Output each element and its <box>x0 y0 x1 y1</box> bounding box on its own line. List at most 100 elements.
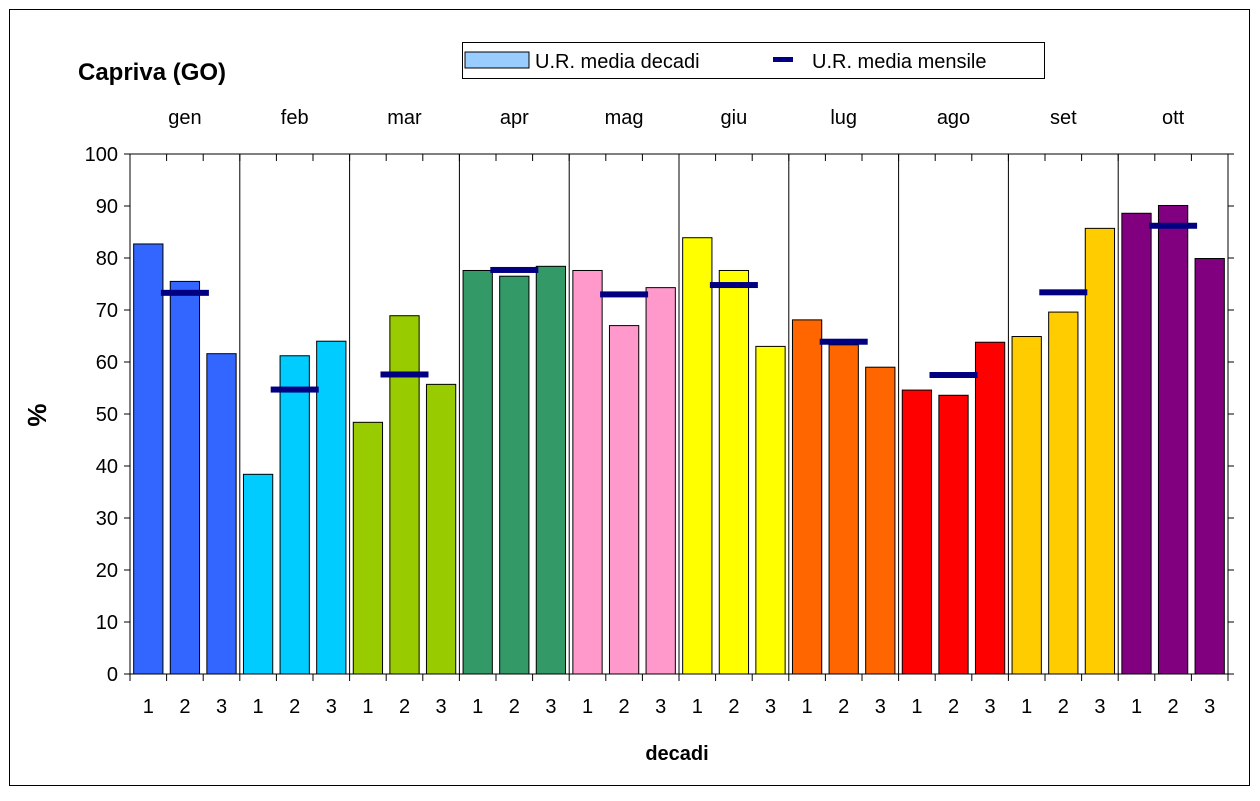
legend-box <box>462 42 1045 79</box>
decade-label: 3 <box>985 696 996 718</box>
x-axis-title: decadi <box>645 743 708 765</box>
decade-label: 1 <box>362 696 373 718</box>
month-label: lug <box>830 107 857 129</box>
decade-label: 1 <box>692 696 703 718</box>
decade-label: 2 <box>399 696 410 718</box>
bar <box>865 366 896 675</box>
bar <box>682 237 713 675</box>
month-label: apr <box>500 107 529 129</box>
bar <box>572 269 603 675</box>
decade-label: 3 <box>1204 696 1215 718</box>
y-tick-label: 40 <box>96 456 118 478</box>
mensile-marker <box>709 282 758 289</box>
decade-label: 3 <box>655 696 666 718</box>
month-label: mar <box>387 107 422 129</box>
decade-label: 2 <box>838 696 849 718</box>
decade-label: 2 <box>289 696 300 718</box>
y-tick-label: 70 <box>96 300 118 322</box>
y-tick-label: 0 <box>107 664 118 686</box>
month-label: mag <box>605 107 644 129</box>
legend-bar-swatch <box>464 51 530 69</box>
y-tick-label: 30 <box>96 508 118 530</box>
bar <box>316 340 347 675</box>
decade-label: 2 <box>509 696 520 718</box>
plot-area: 0 10 20 30 40 50 60 70 80 90 100 gen 1 2 3 feb 1 2 3 mar 1 2 3… <box>85 107 1234 718</box>
bar <box>828 344 859 675</box>
y-tick-label: 80 <box>96 248 118 270</box>
decade-label: 1 <box>802 696 813 718</box>
bar <box>645 287 676 675</box>
y-tick-label: 100 <box>85 144 118 166</box>
decade-label: 1 <box>143 696 154 718</box>
mensile-marker <box>160 289 209 296</box>
bar <box>499 275 530 675</box>
decade-label: 1 <box>911 696 922 718</box>
bar <box>462 269 493 675</box>
y-axis-title: % <box>22 403 52 426</box>
decade-label: 2 <box>619 696 630 718</box>
y-tick-label: 10 <box>96 612 118 634</box>
y-tick-label: 90 <box>96 196 118 218</box>
bar <box>1011 336 1042 675</box>
mensile-marker <box>380 371 429 378</box>
month-label: set <box>1050 107 1077 129</box>
y-tick-label: 20 <box>96 560 118 582</box>
bar <box>1194 258 1225 675</box>
bar <box>755 345 786 675</box>
decade-label: 3 <box>545 696 556 718</box>
bar <box>938 394 969 675</box>
bar <box>1048 311 1079 675</box>
decade-label: 1 <box>253 696 264 718</box>
bar <box>901 389 933 675</box>
decade-label: 2 <box>1058 696 1069 718</box>
chart-title: Capriva (GO) <box>78 59 226 86</box>
bar <box>279 355 310 675</box>
decade-label: 3 <box>436 696 447 718</box>
decade-label: 3 <box>875 696 886 718</box>
bar <box>718 269 750 675</box>
month-label: ott <box>1162 107 1185 129</box>
legend-line-label: U.R. media mensile <box>812 51 987 73</box>
decade-label: 3 <box>326 696 337 718</box>
decade-label: 2 <box>728 696 739 718</box>
bar <box>206 353 237 675</box>
mensile-marker <box>490 266 539 273</box>
month-label: gen <box>168 107 201 129</box>
month-label: feb <box>281 107 309 129</box>
decade-label: 1 <box>1131 696 1142 718</box>
decade-label: 3 <box>1094 696 1105 718</box>
bar <box>169 280 201 675</box>
bar <box>133 243 164 675</box>
decade-label: 3 <box>216 696 227 718</box>
legend: U.R. media decadi U.R. media mensile <box>462 42 1045 79</box>
decade-label: 3 <box>765 696 776 718</box>
bar <box>1084 227 1116 675</box>
bar <box>791 319 823 675</box>
decade-label: 1 <box>582 696 593 718</box>
mensile-marker <box>1149 222 1198 229</box>
mensile-marker <box>819 338 868 345</box>
bar <box>974 341 1006 675</box>
mensile-marker <box>270 386 319 393</box>
bar <box>352 421 384 675</box>
bar <box>389 315 420 675</box>
mensile-marker <box>600 291 649 298</box>
decade-label: 1 <box>472 696 483 718</box>
y-tick-label: 50 <box>96 404 118 426</box>
decade-label: 2 <box>179 696 190 718</box>
decade-label: 1 <box>1021 696 1032 718</box>
bar <box>1157 204 1189 675</box>
decade-label: 2 <box>1168 696 1179 718</box>
bar <box>425 383 457 675</box>
bar <box>242 473 274 675</box>
decade-label: 2 <box>948 696 959 718</box>
y-tick-label: 60 <box>96 352 118 374</box>
month-label: giu <box>721 107 748 129</box>
bar <box>608 325 640 675</box>
legend-bar-label: U.R. media decadi <box>535 51 700 73</box>
bar <box>1121 212 1152 675</box>
mensile-marker <box>1039 289 1088 296</box>
mensile-marker <box>929 372 978 378</box>
